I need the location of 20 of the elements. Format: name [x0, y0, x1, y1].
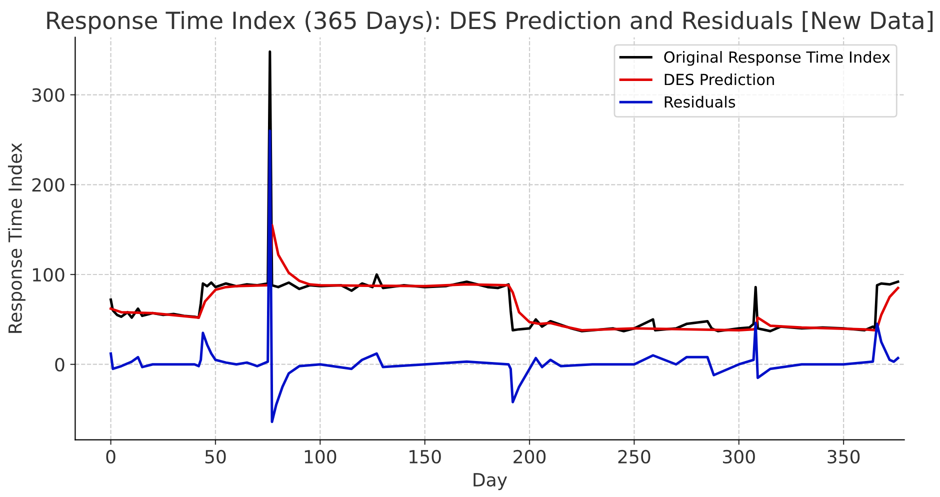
y-tick-label: 100 [33, 268, 64, 282]
legend-label: DES Prediction [664, 73, 774, 86]
y-tick-label: 0 [55, 358, 64, 372]
x-tick-label: 100 [304, 450, 336, 464]
y-axis-title: Response Time Index [8, 143, 26, 333]
x-tick-label: 150 [410, 450, 441, 464]
legend-label: Residuals [664, 96, 736, 108]
y-tick-label: 300 [32, 88, 64, 102]
line-series [110, 224, 900, 332]
legend-label: Original Response Time Index [664, 51, 890, 66]
line-series [110, 129, 900, 424]
x-tick-label: 0 [106, 450, 116, 464]
x-tick-label: 250 [618, 450, 650, 464]
chart-title: Response Time Index (365 Days): DES Prediction and Residuals [New Data] [47, 11, 933, 34]
x-tick-label: 200 [514, 450, 546, 464]
x-tick-label: 300 [723, 450, 755, 464]
x-tick-label: 50 [205, 450, 226, 464]
x-axis-title: Day [474, 473, 508, 490]
x-tick-label: 350 [828, 450, 860, 464]
y-tick-label: 200 [32, 178, 64, 192]
